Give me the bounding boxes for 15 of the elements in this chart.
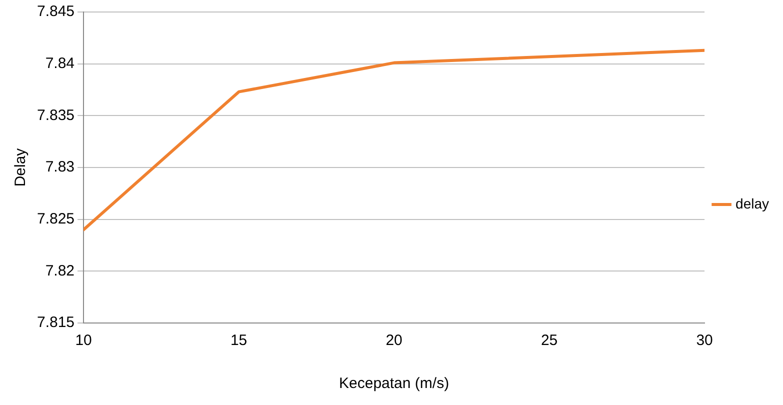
x-axis-title: Kecepatan (m/s) <box>339 375 450 392</box>
legend-label: delay <box>736 195 769 212</box>
x-tick-label: 20 <box>386 332 402 350</box>
x-tick-label: 25 <box>540 332 558 350</box>
y-tick-label: 7.825 <box>36 210 75 228</box>
y-tick-label: 7.84 <box>45 54 75 72</box>
y-tick-label: 7.83 <box>45 158 75 176</box>
x-tick-label: 30 <box>696 332 713 350</box>
x-tick-label: 10 <box>75 332 92 350</box>
x-tick-label: 15 <box>230 332 248 350</box>
y-tick-label: 7.815 <box>36 314 75 332</box>
y-tick-label: 7.82 <box>45 262 75 280</box>
y-tick-label: 7.835 <box>36 106 75 124</box>
y-axis-title: Delay <box>12 148 30 187</box>
y-tick-label: 7.845 <box>36 3 75 20</box>
